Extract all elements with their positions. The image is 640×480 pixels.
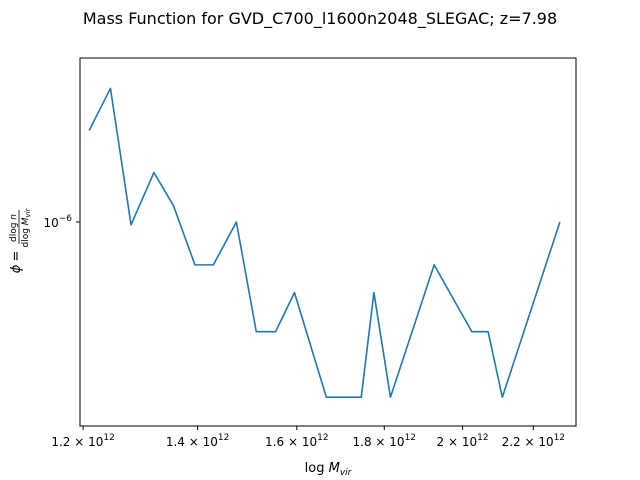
y-axis-ticks: 10−6	[43, 214, 80, 230]
x-tick-label: 1.6 × 1012	[265, 433, 329, 449]
chart-title: Mass Function for GVD_C700_l1600n2048_SL…	[83, 9, 557, 29]
plot-frame	[79, 57, 577, 427]
x-tick-label: 2.2 × 1012	[502, 433, 566, 449]
x-tick-label: 1.2 × 1012	[51, 433, 115, 449]
x-tick-label: 1.4 × 1012	[166, 433, 230, 449]
series-line	[88, 87, 561, 399]
svg-text:ϕ=: ϕ=	[9, 251, 24, 273]
y-axis-label: ϕ= dlog n dlog Mvir	[9, 207, 32, 273]
x-tick-label: 1.8 × 1012	[353, 433, 417, 449]
x-axis-ticks: 1.2 × 1012 1.4 × 1012 1.6 × 1012 1.8 × 1012…	[51, 426, 565, 449]
x-tick-label: 2 × 1012	[437, 433, 489, 449]
x-axis-label: log Mvir	[305, 461, 353, 478]
svg-text:dlog n: dlog n	[9, 214, 19, 242]
y-tick-label: 10−6	[43, 214, 72, 230]
svg-text:dlog Mvir: dlog Mvir	[21, 207, 32, 247]
